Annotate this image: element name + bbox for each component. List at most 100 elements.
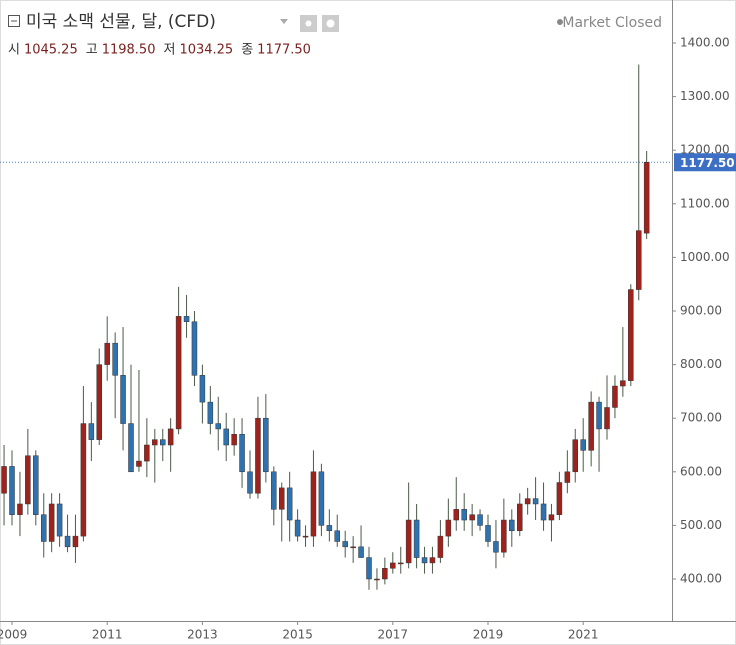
candle-body xyxy=(144,444,150,462)
candle-body xyxy=(255,417,261,494)
candle-body xyxy=(556,482,563,515)
candle-body xyxy=(588,401,594,451)
candle-body xyxy=(88,423,95,440)
candle-body xyxy=(152,439,158,446)
candle-body xyxy=(40,514,47,542)
candle-body xyxy=(112,342,118,376)
candle-body xyxy=(136,460,142,467)
candle-body xyxy=(167,428,174,446)
candle-body xyxy=(48,503,55,542)
candle-body xyxy=(643,162,650,234)
candle-body xyxy=(25,455,31,505)
candle-body xyxy=(429,557,436,564)
candle-body xyxy=(215,423,222,430)
y-tick-label: 1100.00 xyxy=(680,196,730,210)
candle-body xyxy=(524,498,531,505)
candle-body xyxy=(159,439,166,446)
candle-body xyxy=(271,471,277,510)
candle-body xyxy=(278,487,285,510)
y-tick-label: 500.00 xyxy=(680,518,722,532)
ohlc-label: 시 xyxy=(8,43,20,58)
ohlc-label: 고 xyxy=(86,43,98,58)
candle-body xyxy=(604,407,610,430)
candle-body xyxy=(239,434,245,473)
candle-body xyxy=(421,557,428,564)
candle-body xyxy=(247,471,253,494)
x-tick-label: 2019 xyxy=(473,628,504,642)
x-tick-label: 2015 xyxy=(282,628,313,642)
ohlc-header: 시 1045.25 고 1198.50 저 1034.25 종 1177.50 xyxy=(8,43,311,58)
market-status: Market Closed xyxy=(562,15,662,31)
candle-body xyxy=(80,423,87,537)
candle-body xyxy=(461,509,467,521)
y-tick-label: 1200.00 xyxy=(680,143,730,157)
candle-body xyxy=(191,321,198,376)
ohlc-value: 1177.50 xyxy=(257,43,311,58)
candle-body xyxy=(540,503,547,521)
candle-body xyxy=(342,541,348,548)
candle-body xyxy=(207,401,214,424)
candle-body xyxy=(231,434,237,446)
ohlc-value: 1045.25 xyxy=(24,43,78,58)
x-tick-label: 2013 xyxy=(187,628,218,642)
dropdown-arrow[interactable] xyxy=(280,19,288,24)
y-tick-label: 800.00 xyxy=(680,357,722,371)
candle-body xyxy=(358,546,364,558)
candle-body xyxy=(334,530,341,542)
candle-body xyxy=(612,385,618,408)
ohlc-label: 종 xyxy=(241,43,253,58)
candle-body xyxy=(509,519,515,532)
candle-body xyxy=(64,535,71,548)
y-tick-label: 600.00 xyxy=(680,464,722,478)
collapse-icon[interactable] xyxy=(8,15,20,27)
visibility-icon[interactable] xyxy=(300,15,317,32)
candle-body xyxy=(453,509,460,521)
y-tick-label: 700.00 xyxy=(680,411,722,425)
chart-title: 미국 소맥 선물, 달, (CFD) xyxy=(26,12,216,32)
candle-body xyxy=(532,498,539,505)
x-tick-label: 2009 xyxy=(0,628,27,642)
y-tick-label: 1400.00 xyxy=(680,36,730,50)
candle-body xyxy=(596,401,602,430)
x-tick-label: 2011 xyxy=(92,628,123,642)
y-tick-label: 400.00 xyxy=(680,572,722,586)
candle-body xyxy=(437,535,444,558)
ohlc-value: 1198.50 xyxy=(102,43,156,58)
candle-body xyxy=(405,519,412,564)
candle-body xyxy=(477,514,483,526)
candle-body xyxy=(390,562,396,569)
candle-body xyxy=(104,342,110,365)
y-tick-label: 1300.00 xyxy=(680,89,730,103)
candle-body xyxy=(326,525,333,532)
candle-body xyxy=(175,316,182,430)
candle-body xyxy=(128,423,134,473)
candle-body xyxy=(183,316,190,322)
candle-body xyxy=(286,487,293,521)
last-price-label: 1177.50 xyxy=(680,156,735,170)
ohlc-label: 저 xyxy=(163,43,175,58)
candle-body xyxy=(318,471,325,526)
candle-body xyxy=(294,519,301,537)
candle-body xyxy=(302,535,309,538)
candle-body xyxy=(445,519,452,537)
candle-body xyxy=(485,525,491,542)
candle-body xyxy=(56,503,63,537)
candle-body xyxy=(397,562,404,565)
candle-body xyxy=(96,364,103,440)
candle-body xyxy=(382,568,388,580)
candle-body xyxy=(1,466,7,494)
candle-body xyxy=(310,471,317,537)
settings-icon[interactable] xyxy=(322,15,339,32)
candle-body xyxy=(17,503,23,515)
candle-body xyxy=(120,375,126,424)
ohlc-value: 1034.25 xyxy=(179,43,233,58)
candle-body xyxy=(33,455,39,515)
candle-body xyxy=(501,519,507,553)
candle-body xyxy=(493,541,499,553)
candle-body xyxy=(366,557,372,580)
candle-body xyxy=(350,546,356,549)
candle-body xyxy=(374,578,380,581)
